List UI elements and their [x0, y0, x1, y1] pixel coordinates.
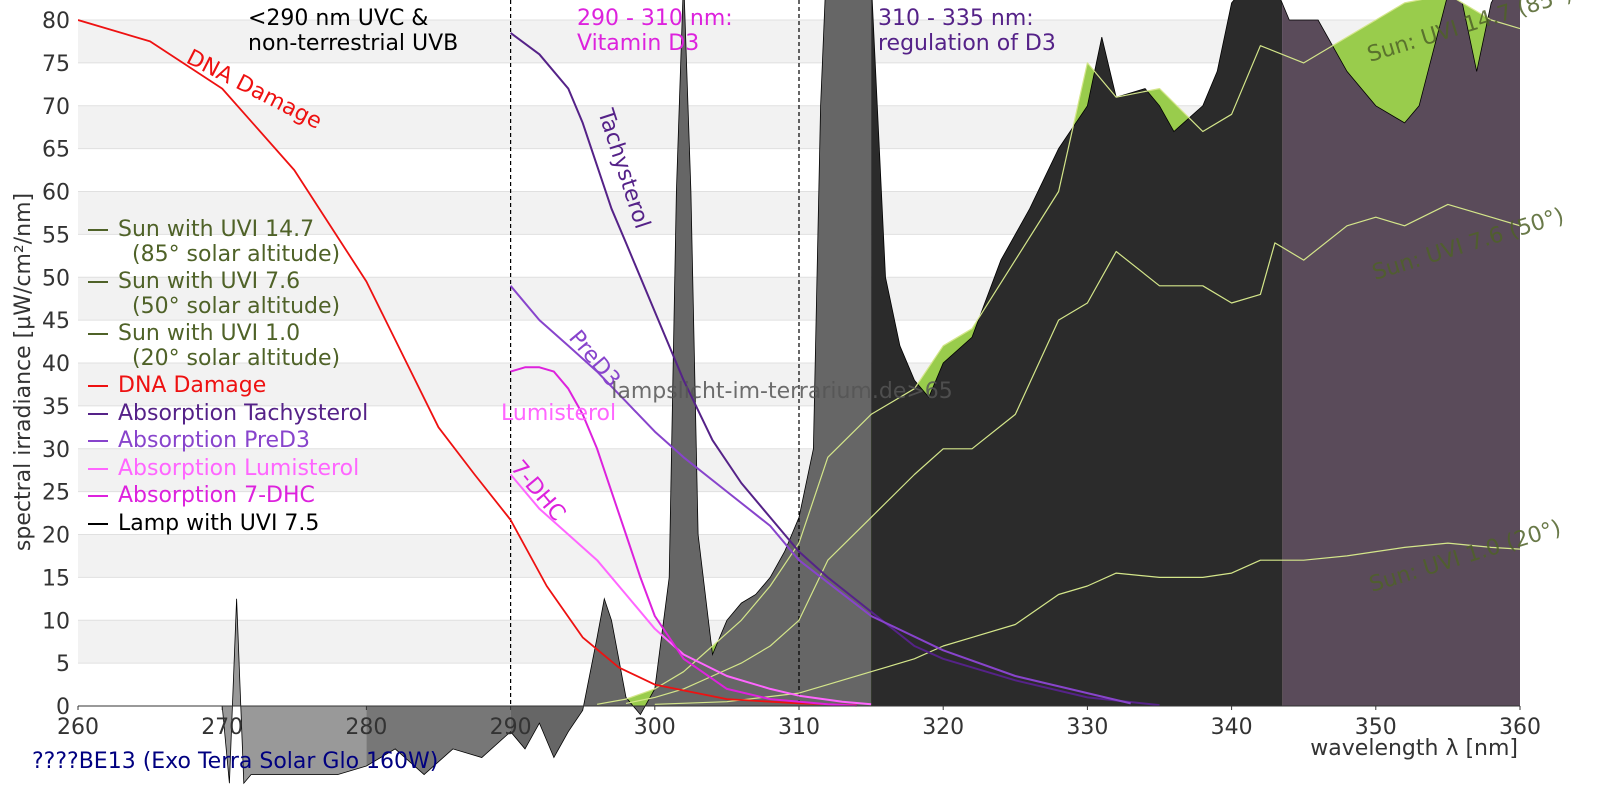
x-tick-label: 280: [345, 715, 387, 740]
curve-label: Lumisterol: [501, 401, 616, 426]
legend-marker: [88, 385, 108, 387]
x-tick-label: 320: [922, 715, 964, 740]
legend-marker: [88, 333, 108, 335]
legend-marker: [88, 229, 108, 231]
x-tick-label: 310: [778, 715, 820, 740]
legend-label: Sun with UVI 7.6 (50° solar altitude): [118, 269, 341, 319]
y-tick-label: 75: [42, 52, 70, 77]
x-tick-label: 260: [57, 715, 99, 740]
lamp-band-fill: [871, 0, 1283, 706]
y-tick-label: 20: [42, 524, 70, 549]
legend-entry: Sun with UVI 14.7 (85° solar altitude): [86, 217, 368, 267]
y-tick-label: 60: [42, 181, 70, 206]
legend-entry: Absorption 7-DHC: [86, 483, 368, 509]
series-line: [509, 285, 1131, 705]
legend-label: Lamp with UVI 7.5: [118, 510, 320, 536]
y-tick-label: 30: [42, 438, 70, 463]
legend-marker: [88, 281, 108, 283]
x-tick-label: 300: [634, 715, 676, 740]
legend-marker: [88, 467, 108, 470]
x-tick-label: 270: [201, 715, 243, 740]
lamp-band-fill: [510, 0, 872, 758]
y-tick-label: 80: [42, 9, 70, 34]
x-axis-label: wavelength λ [nm]: [1310, 736, 1518, 761]
y-tick-label: 55: [42, 223, 70, 248]
series-line: [625, 203, 1520, 704]
y-tick-label: 70: [42, 95, 70, 120]
legend-label: Absorption 7-DHC: [118, 483, 315, 508]
y-tick-label: 10: [42, 609, 70, 634]
series-line: [654, 542, 1520, 705]
region-annotation: 310 - 335 nm: regulation of D3: [878, 6, 1056, 56]
lamp-band-fill: [222, 598, 367, 784]
series-line: [78, 19, 857, 706]
legend-marker: [88, 440, 108, 442]
y-tick-label: 35: [42, 395, 70, 420]
legend-entry: Absorption Tachysterol: [86, 400, 369, 427]
legend-marker: [88, 412, 108, 415]
series-line: [510, 366, 857, 707]
legend-entry: Absorption PreD3: [86, 428, 368, 454]
y-tick-label: 40: [42, 352, 70, 377]
legend-label: DNA Damage: [118, 373, 267, 398]
lamp-outline: [221, 0, 1494, 785]
x-tick-label: 340: [1211, 715, 1253, 740]
legend-label: Absorption Tachysterol: [118, 400, 369, 426]
y-tick-label: 0: [56, 695, 70, 720]
legend: Sun with UVI 14.7 (85° solar altitude) Su…: [86, 217, 369, 539]
x-tick-label: 330: [1066, 715, 1108, 740]
lamp-band-fill: [366, 706, 511, 775]
y-tick-label: 5: [56, 652, 70, 677]
axes: 0 5 10 15 20 25 30 35 40 45 50 55 60 65 70 75 80 260 270 28…: [42, 9, 1541, 740]
y-tick-label: 45: [42, 309, 70, 334]
y-tick-label: 50: [42, 266, 70, 291]
region-annotation: <290 nm UVC & non-terrestrial UVB: [248, 6, 459, 56]
source-label: ????BE13 (Exo Terra Solar Glo 160W): [32, 749, 438, 774]
legend-entry: Sun with UVI 1.0 (20° solar altitude): [86, 321, 368, 371]
legend-entry: Sun with UVI 7.6 (50° solar altitude): [86, 269, 368, 319]
y-axis-label: spectral irradiance [µW/cm²/nm]: [11, 193, 36, 551]
region-annotation: 290 - 310 nm: Vitamin D3: [577, 6, 733, 56]
y-tick-label: 65: [42, 138, 70, 163]
legend-entry: Absorption Lumisterol: [86, 455, 368, 482]
x-tick-label: 290: [490, 715, 532, 740]
legend-label: Absorption PreD3: [118, 428, 310, 453]
series-line: [510, 32, 1160, 707]
legend-label: Sun with UVI 14.7 (85° solar altitude): [118, 217, 341, 267]
y-tick-label: 15: [42, 566, 70, 591]
y-tick-label: 25: [42, 481, 70, 506]
legend-label: Sun with UVI 1.0 (20° solar altitude): [118, 321, 341, 371]
legend-marker: [88, 522, 108, 525]
legend-entry: Lamp with UVI 7.5: [86, 510, 368, 537]
x-tick-label: 360: [1499, 715, 1541, 740]
lamp-band-fill: [1282, 0, 1520, 706]
legend-label: Absorption Lumisterol: [118, 455, 360, 481]
watermark: lampslicht-im-terrarium.de>65: [611, 379, 953, 404]
series-line: [509, 473, 872, 706]
legend-entry: DNA Damage: [86, 373, 368, 399]
legend-marker: [88, 495, 108, 497]
x-tick-label: 350: [1355, 715, 1397, 740]
series-line: [596, 0, 1520, 705]
